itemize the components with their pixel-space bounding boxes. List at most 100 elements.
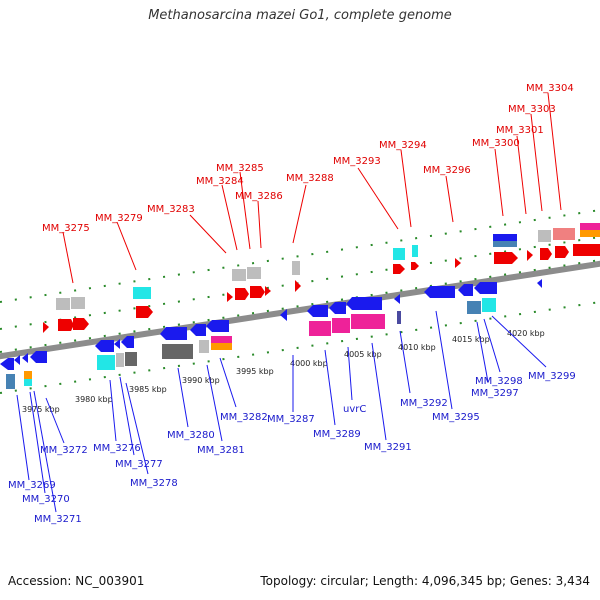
forward-gene-label[interactable]: MM_3303 (508, 104, 556, 115)
forward-gene-arrow (527, 250, 533, 261)
cog-box (493, 241, 517, 247)
forward-gene-arrow (58, 319, 74, 331)
reverse-gene-label[interactable]: MM_3295 (432, 412, 480, 423)
leader-line (399, 330, 411, 394)
leader-line (347, 346, 353, 401)
reverse-gene-arrow (394, 294, 400, 304)
forward-gene-label[interactable]: MM_3300 (472, 138, 520, 149)
forward-gene-label[interactable]: MM_3284 (196, 176, 244, 187)
reverse-gene-label[interactable]: MM_3299 (528, 371, 576, 382)
reverse-gene-label[interactable]: MM_3276 (93, 443, 141, 454)
forward-gene-label[interactable]: MM_3285 (216, 163, 264, 174)
leader-line (483, 318, 501, 373)
reverse-gene-label[interactable]: MM_3277 (115, 459, 163, 470)
scale-label: 3975 kbp (22, 405, 60, 414)
cog-box (482, 298, 496, 312)
forward-genes (43, 244, 600, 333)
leader-line (324, 349, 336, 426)
reverse-gene-label[interactable]: MM_3269 (8, 480, 56, 491)
scale-label: 3980 kbp (75, 395, 113, 404)
forward-gene-labels: MM_3275 MM_3279 MM_3283 MM_3284 MM_3285 … (42, 83, 574, 284)
leader-line (33, 390, 57, 513)
cog-box (247, 267, 261, 279)
leader-line (494, 148, 504, 217)
reverse-gene-label[interactable]: MM_3292 (400, 398, 448, 409)
leader-line (292, 184, 307, 244)
reverse-gene-label[interactable]: MM_3278 (130, 478, 178, 489)
cog-box (211, 343, 232, 350)
reverse-gene-label[interactable]: MM_3281 (197, 445, 245, 456)
reverse-gene-arrow (190, 324, 206, 336)
genome-backbone (0, 260, 600, 360)
cog-box (24, 379, 32, 386)
reverse-gene-label[interactable]: MM_3282 (220, 412, 268, 423)
reverse-gene-label[interactable]: MM_3270 (22, 494, 70, 505)
leader-line (491, 315, 547, 368)
cog-box (24, 371, 32, 379)
leader-line (29, 391, 46, 494)
leader-line (221, 184, 238, 251)
cog-box (309, 321, 331, 336)
cog-box (467, 301, 481, 314)
forward-gene-label[interactable]: MM_3293 (333, 156, 381, 167)
forward-gene-arrow (494, 252, 518, 264)
forward-gene-label[interactable]: MM_3296 (423, 165, 471, 176)
reverse-gene-label[interactable]: uvrC (343, 404, 366, 415)
reverse-gene-arrow (121, 336, 134, 348)
reverse-cog-boxes (6, 298, 496, 389)
forward-gene-arrow (455, 258, 461, 268)
scale-label: 4010 kbp (398, 343, 436, 352)
leader-line (547, 92, 562, 211)
cog-box (116, 353, 124, 367)
cog-box (292, 261, 300, 275)
accession-text: Accession: NC_003901 (8, 574, 145, 588)
forward-gene-arrow (43, 322, 49, 333)
reverse-gene-arrow (95, 340, 114, 352)
forward-gene-label[interactable]: MM_3294 (379, 140, 427, 151)
forward-gene-arrow (393, 264, 405, 274)
forward-cog-boxes (56, 223, 600, 310)
leader-line (516, 135, 527, 215)
reverse-gene-arrow (537, 279, 542, 288)
reverse-gene-label[interactable]: MM_3289 (313, 429, 361, 440)
leader-line (45, 397, 65, 444)
cog-box (133, 287, 151, 299)
cog-box (538, 230, 551, 242)
reverse-gene-arrow (346, 297, 382, 310)
reverse-gene-label[interactable]: MM_3287 (267, 414, 315, 425)
reverse-gene-arrow (30, 351, 47, 363)
leader-line (357, 167, 399, 230)
reverse-gene-arrow (280, 309, 287, 321)
forward-gene-label[interactable]: MM_3283 (147, 204, 195, 215)
reverse-gene-arrow (424, 286, 455, 298)
cog-box (351, 314, 385, 329)
reverse-gene-labels: MM_3269 MM_3270 MM_3271 MM_3272 MM_3276 … (8, 310, 576, 525)
leader-line (119, 376, 135, 456)
reverse-gene-arrow (114, 339, 120, 349)
cog-box (162, 344, 193, 359)
forward-gene-label[interactable]: MM_3288 (286, 173, 334, 184)
leader-line (435, 310, 453, 410)
cog-box (211, 336, 232, 343)
reverse-gene-arrow (0, 358, 14, 370)
forward-gene-label[interactable]: MM_3286 (235, 191, 283, 202)
reverse-gene-label[interactable]: MM_3297 (471, 388, 519, 399)
leader-line (400, 149, 412, 228)
reverse-gene-arrow (206, 320, 229, 332)
reverse-gene-label[interactable]: MM_3298 (475, 376, 523, 387)
map-title: Methanosarcina mazei Go1, complete genom… (148, 8, 452, 23)
reverse-gene-label[interactable]: MM_3271 (34, 514, 82, 525)
forward-gene-label[interactable]: MM_3304 (526, 83, 574, 94)
forward-gene-label[interactable]: MM_3279 (95, 213, 143, 224)
reverse-gene-label[interactable]: MM_3291 (364, 442, 412, 453)
leader-line (530, 113, 543, 212)
cog-box (580, 223, 600, 230)
reverse-gene-arrow (14, 355, 20, 365)
scale-label: 4000 kbp (290, 359, 328, 368)
forward-gene-label[interactable]: MM_3301 (496, 125, 544, 136)
forward-gene-label[interactable]: MM_3275 (42, 223, 90, 234)
reverse-gene-label[interactable]: MM_3272 (40, 445, 88, 456)
cog-box (553, 228, 575, 240)
reverse-gene-label[interactable]: MM_3280 (167, 430, 215, 441)
scale-label: 4020 kbp (507, 329, 545, 338)
